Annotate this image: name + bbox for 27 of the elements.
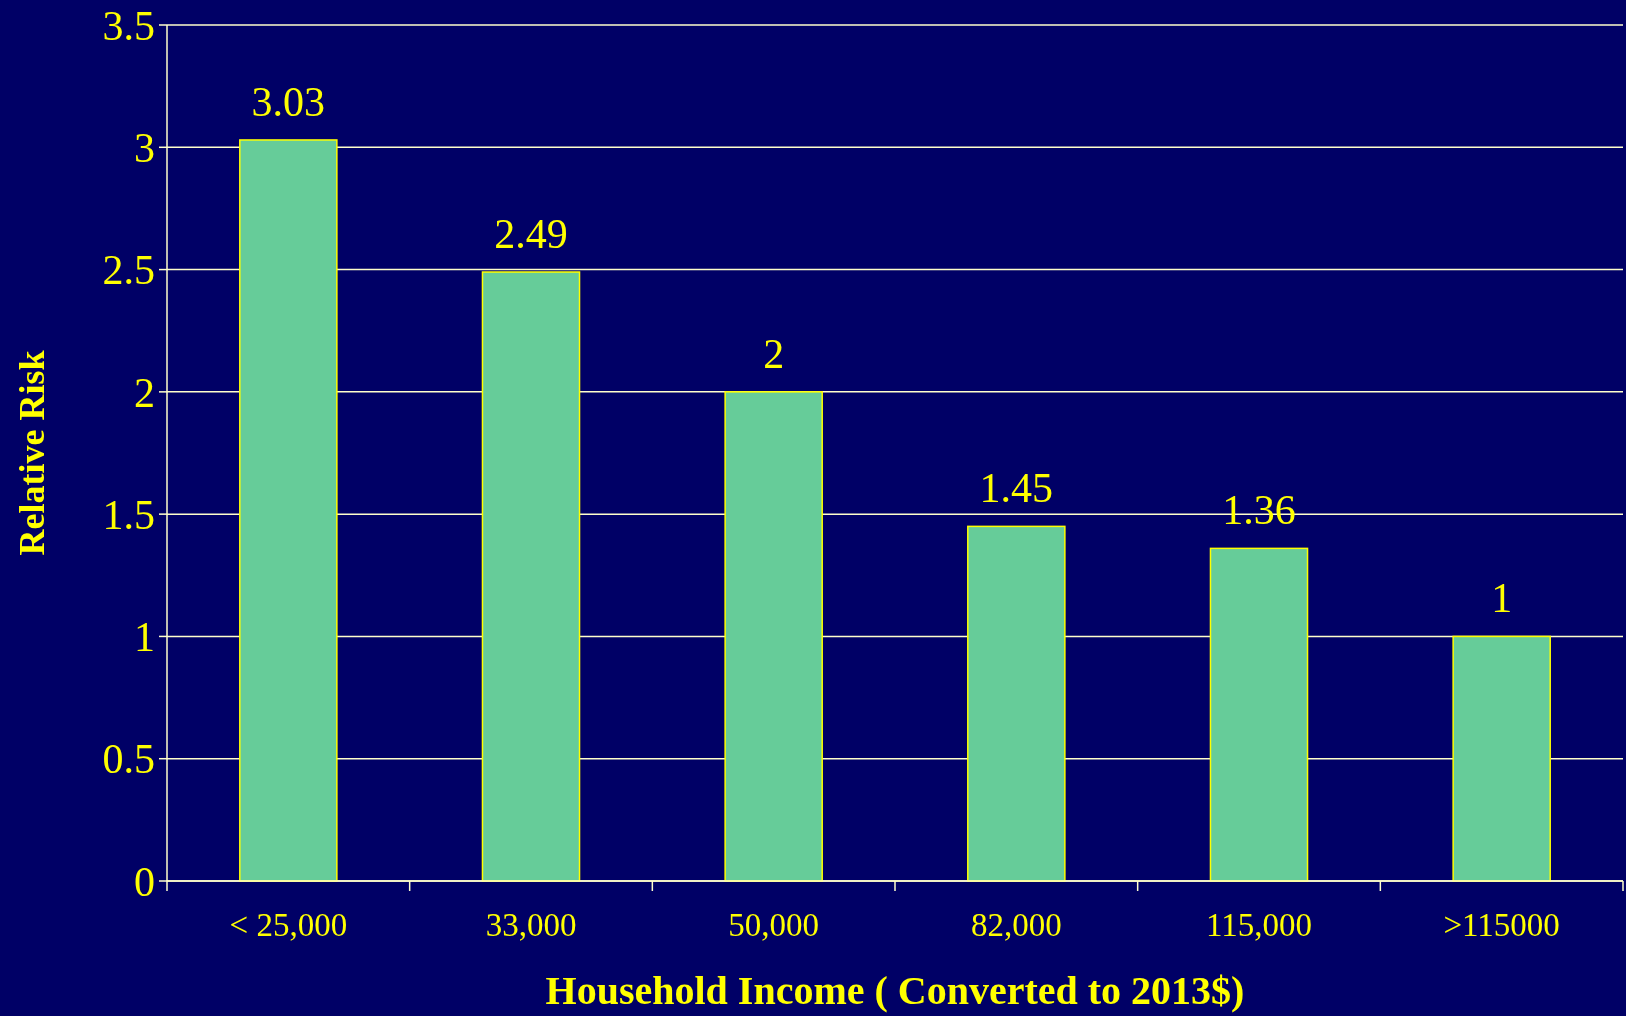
data-label: 2.49 bbox=[494, 211, 568, 258]
y-tick-label: 0 bbox=[134, 858, 155, 905]
bar bbox=[239, 139, 338, 882]
y-tick-label: 1.5 bbox=[102, 491, 155, 538]
data-label: 1 bbox=[1491, 575, 1513, 622]
y-tick-label: 0.5 bbox=[102, 736, 155, 783]
bar bbox=[1452, 635, 1551, 882]
y-tick-label: 2 bbox=[134, 369, 155, 416]
data-label: 2 bbox=[763, 330, 785, 377]
bar bbox=[1209, 547, 1309, 882]
bar bbox=[967, 525, 1066, 882]
x-axis-title: Household Income ( Converted to 2013$) bbox=[545, 968, 1245, 1013]
data-label: 3.03 bbox=[251, 78, 326, 125]
y-tick-label: 2.5 bbox=[102, 247, 155, 294]
y-axis-title: Relative Risk bbox=[12, 350, 52, 556]
bar bbox=[724, 391, 823, 882]
y-tick-label: 1 bbox=[134, 614, 155, 661]
x-tick-label: >115000 bbox=[1443, 907, 1560, 943]
bar bbox=[481, 271, 581, 882]
y-tick-label: 3.5 bbox=[102, 2, 155, 49]
x-tick-label: 50,000 bbox=[728, 907, 820, 943]
x-tick-label: 33,000 bbox=[485, 907, 577, 943]
y-tick-label: 3 bbox=[134, 124, 155, 171]
data-label: 1.45 bbox=[979, 465, 1054, 512]
x-tick-label: < 25,000 bbox=[229, 907, 348, 943]
x-tick-label: 82,000 bbox=[970, 907, 1062, 943]
x-tick-label: 115,000 bbox=[1205, 907, 1313, 943]
